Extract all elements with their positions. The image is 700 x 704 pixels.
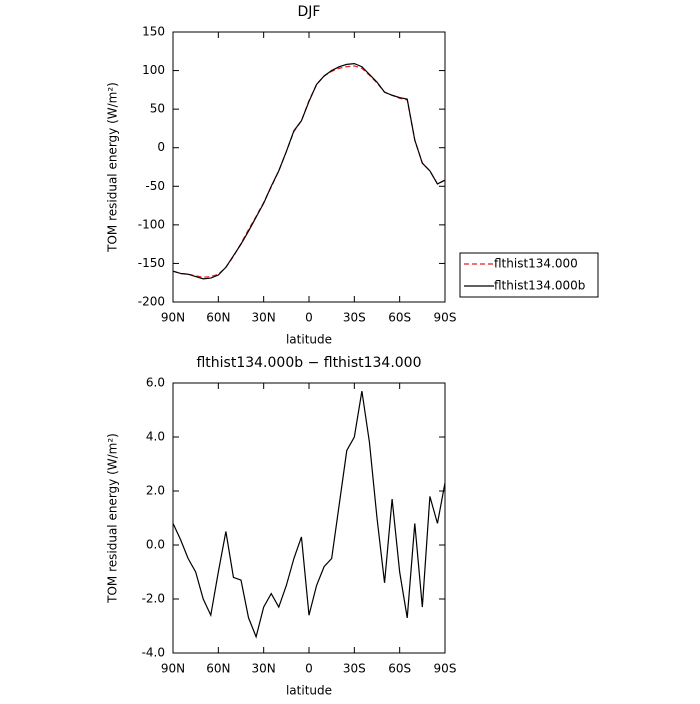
x-tick-label: 30N — [252, 662, 276, 676]
x-tick-label: 90S — [434, 311, 457, 325]
plot-frame — [172, 382, 446, 654]
x-tick-label: 60S — [388, 311, 411, 325]
y-tick-label: 6.0 — [146, 376, 165, 390]
y-tick-label: -200 — [138, 295, 165, 309]
y-tick-label: -150 — [138, 256, 165, 270]
y-tick-label: 4.0 — [146, 430, 165, 444]
y-tick-label: -100 — [138, 217, 165, 231]
plot-frame — [172, 31, 446, 303]
y-tick-label: -4.0 — [142, 646, 165, 660]
legend-label: flthist134.000 — [494, 257, 578, 271]
x-tick-label: 30N — [252, 311, 276, 325]
y-tick-label: 150 — [142, 25, 165, 39]
x-tick-label: 90N — [161, 662, 185, 676]
data-line — [172, 65, 446, 278]
chart-title: DJF — [298, 4, 321, 20]
y-axis-label: TOM residual energy (W/m²) — [106, 433, 120, 604]
x-tick-label: 90S — [434, 662, 457, 676]
x-tick-label: 0 — [305, 662, 313, 676]
chart-title: flthist134.000b − flthist134.000 — [196, 355, 421, 371]
y-tick-label: 100 — [142, 63, 165, 77]
data-line — [172, 63, 446, 280]
y-tick-label: 2.0 — [146, 484, 165, 498]
legend-label: flthist134.000b — [494, 279, 585, 293]
x-tick-label: 60S — [388, 662, 411, 676]
x-tick-label: 30S — [343, 311, 366, 325]
x-tick-label: 60N — [206, 662, 230, 676]
y-tick-label: -2.0 — [142, 592, 165, 606]
y-tick-label: 50 — [150, 102, 165, 116]
x-axis-label: latitude — [286, 684, 332, 698]
legend-frame — [459, 252, 599, 298]
y-tick-label: 0.0 — [146, 538, 165, 552]
x-tick-label: 30S — [343, 662, 366, 676]
x-tick-label: 60N — [206, 311, 230, 325]
x-tick-label: 90N — [161, 311, 185, 325]
x-axis-label: latitude — [286, 333, 332, 347]
y-tick-label: 0 — [157, 140, 165, 154]
y-tick-label: -50 — [145, 179, 165, 193]
y-axis-label: TOM residual energy (W/m²) — [106, 82, 120, 253]
x-tick-label: 0 — [305, 311, 313, 325]
data-line — [172, 391, 446, 639]
